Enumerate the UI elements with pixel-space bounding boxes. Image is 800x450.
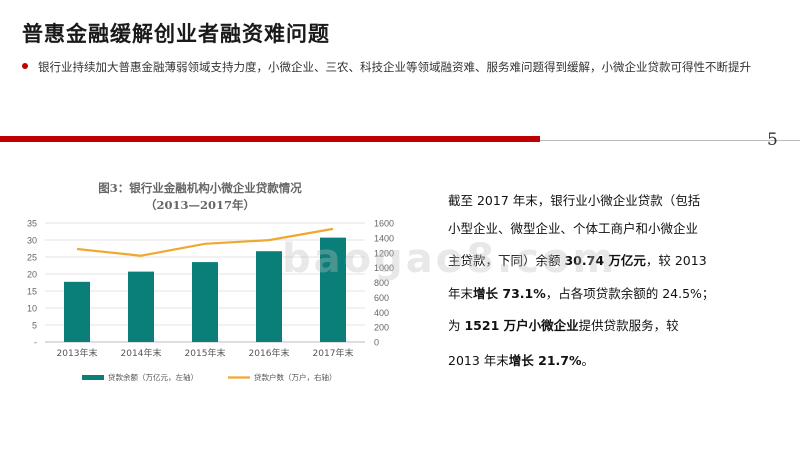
y-right-tick-label: 800 [374, 278, 389, 288]
y-right-tick-label: 1200 [374, 248, 394, 258]
gray-divider [540, 140, 800, 141]
y-left-tick-label: 30 [27, 236, 37, 246]
bar-2015年末 [192, 262, 218, 342]
bar-2013年末 [64, 281, 90, 342]
desc-line-5: 为 1521 万户小微企业提供贷款服务，较 [448, 318, 679, 333]
desc-line-6: 2013 年末增长 21.7%。 [448, 353, 595, 368]
bar-2017年末 [320, 237, 346, 342]
chart-title-line2: （2013—2017年） [144, 198, 255, 212]
page-number: 5 [767, 130, 778, 150]
desc-line-4: 年末增长 73.1%，占各项贷款余额的 24.5%； [448, 286, 715, 301]
red-divider [0, 136, 540, 142]
y-left-tick-label: 20 [27, 270, 37, 280]
x-tick-label: 2015年末 [185, 347, 226, 359]
y-left-tick-label: 10 [27, 304, 37, 314]
y-right-tick-label: 1000 [374, 263, 394, 273]
y-left-tick-label: 35 [27, 219, 37, 229]
bullet-point: 银行业持续加大普惠金融薄弱领域支持力度，小微企业、三农、科技企业等领域融资难、服… [22, 57, 782, 78]
desc-line-2: 小型企业、微型企业、个体工商户和小微企业 [448, 221, 699, 236]
desc-line-3: 主贷款，下同）余额 30.74 万亿元，较 2013 [448, 253, 707, 268]
y-right-tick-label: 200 [374, 323, 389, 333]
y-right-tick-label: 600 [374, 293, 389, 303]
bullet-dot-icon [22, 63, 28, 69]
y-right-tick-label: 1600 [374, 219, 394, 229]
loan-chart: - 5 10 15 20 25 30 35 0 200 400 600 800 1000 1200 1400 1… [27, 219, 394, 383]
legend-label-bar: 贷款余额（万亿元，左轴） [108, 372, 198, 382]
y-left-tick-label: 15 [27, 287, 37, 297]
x-tick-label: 2017年末 [313, 347, 354, 359]
chart-title: 图3：银行业金融机构小微企业贷款情况 （2013—2017年） [30, 180, 370, 214]
y-right-tick-label: 0 [374, 338, 379, 348]
y-left-tick-label: 25 [27, 253, 37, 263]
line-series-households [76, 227, 334, 257]
y-left-tick-label: - [34, 338, 37, 348]
chart-title-line1: 图3：银行业金融机构小微企业贷款情况 [98, 181, 302, 195]
legend-swatch-bar [82, 375, 104, 380]
desc-line-1: 截至 2017 年末，银行业小微企业贷款（包括 [448, 193, 701, 208]
x-tick-label: 2016年末 [249, 347, 290, 359]
y-left-tick-label: 5 [32, 321, 37, 331]
y-right-tick-label: 400 [374, 308, 389, 318]
bar-2014年末 [128, 271, 154, 342]
slide-title: 普惠金融缓解创业者融资难问题 [22, 22, 330, 46]
x-tick-label: 2013年末 [57, 347, 98, 359]
bullet-text: 银行业持续加大普惠金融薄弱领域支持力度，小微企业、三农、科技企业等领域融资难、服… [38, 60, 751, 74]
legend-label-line: 贷款户数（万户，右轴） [254, 372, 337, 382]
x-tick-label: 2014年末 [121, 347, 162, 359]
y-right-tick-label: 1400 [374, 233, 394, 243]
bar-2016年末 [256, 251, 282, 342]
